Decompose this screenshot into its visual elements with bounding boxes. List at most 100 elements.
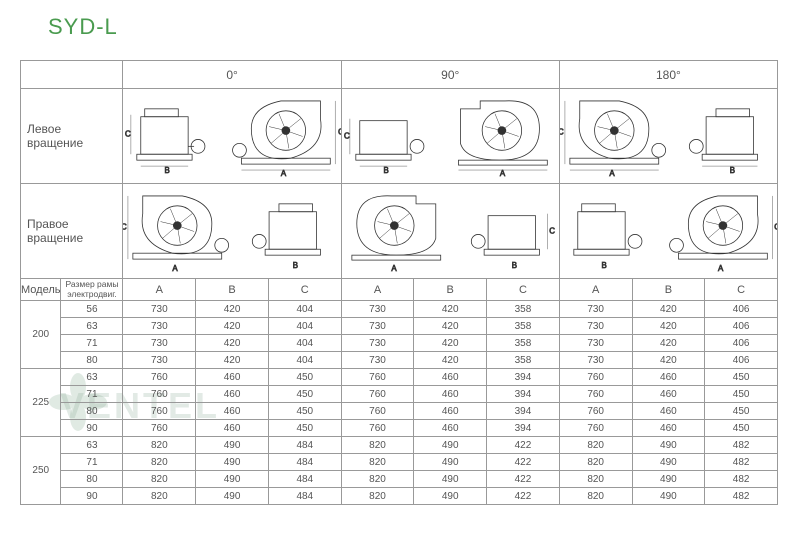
value-cell: 730 <box>559 335 632 352</box>
value-cell: 490 <box>414 454 487 471</box>
value-cell: 490 <box>196 454 269 471</box>
svg-text:B: B <box>293 261 298 270</box>
frame-cell: 56 <box>61 301 123 318</box>
corner-cell <box>21 61 123 89</box>
model-header: Модель <box>21 279 61 301</box>
svg-text:C: C <box>344 131 350 140</box>
table-row: 90820490484820490422820490482 <box>21 488 778 505</box>
value-cell: 422 <box>487 488 560 505</box>
value-cell: 820 <box>559 471 632 488</box>
svg-text:C: C <box>123 223 127 232</box>
value-cell: 420 <box>196 335 269 352</box>
svg-text:A: A <box>609 169 615 178</box>
value-cell: 460 <box>196 386 269 403</box>
value-cell: 760 <box>341 420 414 437</box>
value-cell: 760 <box>559 403 632 420</box>
table-row: 22563760460450760460394760460450 <box>21 369 778 386</box>
svg-text:A: A <box>500 169 506 178</box>
svg-text:A: A <box>391 264 397 273</box>
value-cell: 490 <box>632 454 705 471</box>
value-cell: 820 <box>123 471 196 488</box>
value-cell: 484 <box>268 471 341 488</box>
value-cell: 404 <box>268 335 341 352</box>
value-cell: 760 <box>123 420 196 437</box>
value-cell: 460 <box>414 420 487 437</box>
right-rotation-row: Правое вращение A C <box>21 184 778 279</box>
svg-text:A: A <box>718 264 724 273</box>
value-cell: 450 <box>268 369 341 386</box>
value-cell: 460 <box>414 403 487 420</box>
value-cell: 406 <box>705 352 778 369</box>
diagram-left-90: B C A <box>341 89 559 184</box>
table-row: 63730420404730420358730420406 <box>21 318 778 335</box>
value-cell: 760 <box>559 369 632 386</box>
value-cell: 420 <box>414 301 487 318</box>
value-cell: 490 <box>632 437 705 454</box>
svg-text:C: C <box>774 223 777 232</box>
value-cell: 450 <box>268 420 341 437</box>
value-cell: 460 <box>632 369 705 386</box>
value-cell: 404 <box>268 301 341 318</box>
col-A-1: A <box>341 279 414 301</box>
svg-text:A: A <box>281 169 287 178</box>
value-cell: 420 <box>632 301 705 318</box>
model-cell: 225 <box>21 369 61 437</box>
value-cell: 420 <box>196 301 269 318</box>
value-cell: 730 <box>123 301 196 318</box>
value-cell: 450 <box>705 386 778 403</box>
value-cell: 450 <box>705 420 778 437</box>
value-cell: 358 <box>487 301 560 318</box>
value-cell: 760 <box>341 403 414 420</box>
value-cell: 406 <box>705 335 778 352</box>
value-cell: 490 <box>414 437 487 454</box>
svg-text:B: B <box>165 166 170 175</box>
model-cell: 200 <box>21 301 61 369</box>
value-cell: 450 <box>268 403 341 420</box>
diagram-right-90: A B C <box>341 184 559 279</box>
frame-cell: 63 <box>61 437 123 454</box>
col-C-1: C <box>487 279 560 301</box>
value-cell: 482 <box>705 437 778 454</box>
value-cell: 760 <box>341 369 414 386</box>
value-cell: 358 <box>487 335 560 352</box>
value-cell: 820 <box>341 454 414 471</box>
col-C-2: C <box>705 279 778 301</box>
value-cell: 460 <box>414 369 487 386</box>
model-cell: 250 <box>21 437 61 505</box>
angle-0: 0° <box>123 61 341 89</box>
table-row: 80730420404730420358730420406 <box>21 352 778 369</box>
value-cell: 760 <box>341 386 414 403</box>
col-C-0: C <box>268 279 341 301</box>
value-cell: 460 <box>196 369 269 386</box>
value-cell: 406 <box>705 318 778 335</box>
value-cell: 490 <box>196 488 269 505</box>
value-cell: 490 <box>632 488 705 505</box>
value-cell: 394 <box>487 420 560 437</box>
value-cell: 820 <box>123 488 196 505</box>
value-cell: 730 <box>123 318 196 335</box>
value-cell: 484 <box>268 488 341 505</box>
value-cell: 820 <box>341 488 414 505</box>
frame-cell: 80 <box>61 352 123 369</box>
diagram-right-0: A C B <box>123 184 341 279</box>
frame-cell: 80 <box>61 403 123 420</box>
value-cell: 730 <box>559 318 632 335</box>
value-cell: 820 <box>559 488 632 505</box>
value-cell: 730 <box>123 335 196 352</box>
value-cell: 490 <box>414 471 487 488</box>
value-cell: 820 <box>341 437 414 454</box>
table-row: 71760460450760460394760460450 <box>21 386 778 403</box>
value-cell: 820 <box>341 471 414 488</box>
value-cell: 760 <box>123 369 196 386</box>
value-cell: 730 <box>559 301 632 318</box>
frame-cell: 71 <box>61 386 123 403</box>
left-rotation-label: Левое вращение <box>21 89 123 184</box>
svg-text:C: C <box>560 128 564 137</box>
value-cell: 730 <box>341 335 414 352</box>
svg-text:A: A <box>173 264 179 273</box>
value-cell: 358 <box>487 318 560 335</box>
angle-header-row: 0° 90° 180° <box>21 61 778 89</box>
frame-cell: 71 <box>61 335 123 352</box>
table-row: 25063820490484820490422820490482 <box>21 437 778 454</box>
value-cell: 730 <box>341 301 414 318</box>
